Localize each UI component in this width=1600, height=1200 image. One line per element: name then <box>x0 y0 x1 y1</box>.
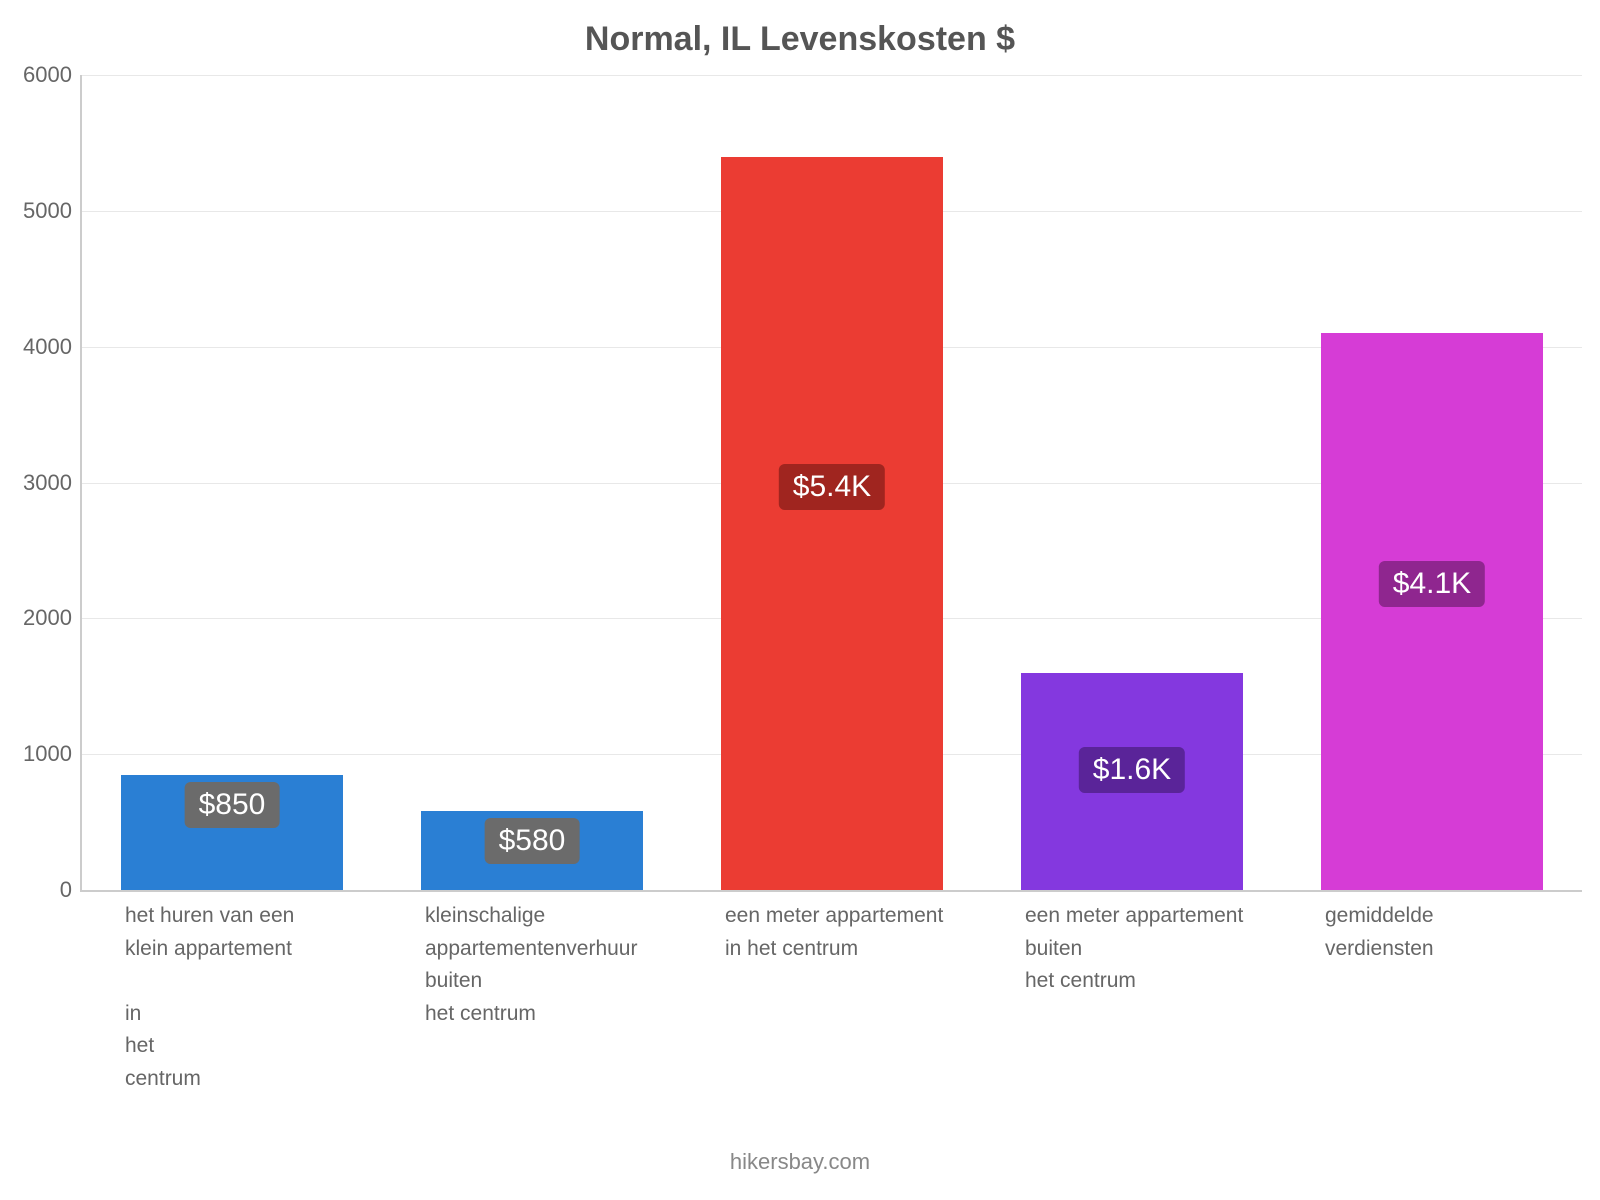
bar-value-label: $4.1K <box>1379 561 1485 607</box>
y-tick-label: 4000 <box>2 334 72 360</box>
y-tick-label: 5000 <box>2 198 72 224</box>
bar-value-label: $850 <box>185 782 280 828</box>
plot-area: $850 $580 $5.4K $1.6K $4.1K <box>80 75 1582 892</box>
y-tick-label: 2000 <box>2 605 72 631</box>
bar-value-label: $5.4K <box>779 464 885 510</box>
y-tick-label: 0 <box>2 877 72 903</box>
y-tick-label: 1000 <box>2 741 72 767</box>
x-category-label: een meter appartement buiten het centrum <box>1025 900 1243 998</box>
bar <box>721 157 943 891</box>
chart-title: Normal, IL Levenskosten $ <box>0 20 1600 59</box>
bar-value-label: $580 <box>485 818 580 864</box>
x-category-label: het huren van een klein appartement in h… <box>125 900 294 1095</box>
x-category-label: een meter appartement in het centrum <box>725 900 943 965</box>
x-category-label: kleinschalige appartementenverhuur buite… <box>425 900 637 1030</box>
y-tick-label: 6000 <box>2 62 72 88</box>
bar-value-label: $1.6K <box>1079 747 1185 793</box>
bar <box>1321 333 1543 890</box>
y-tick-label: 3000 <box>2 470 72 496</box>
x-category-label: gemiddelde verdiensten <box>1325 900 1434 965</box>
cost-of-living-chart: Normal, IL Levenskosten $ $850$580$5.4K$… <box>0 0 1600 1200</box>
gridline <box>82 75 1582 76</box>
attribution-text: hikersbay.com <box>0 1149 1600 1175</box>
